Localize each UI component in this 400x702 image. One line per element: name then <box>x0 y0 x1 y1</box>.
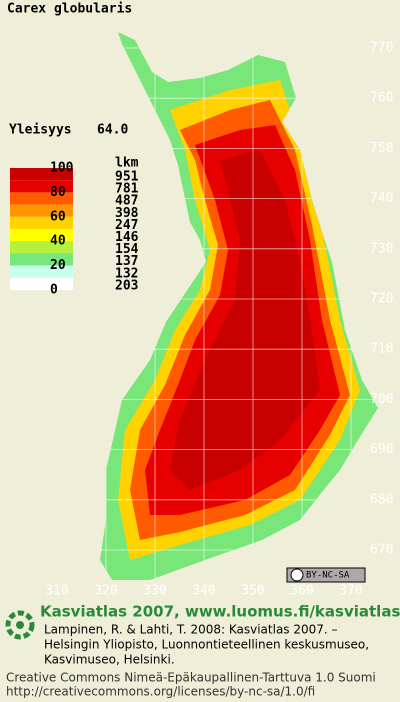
legend-count: 247 <box>115 218 138 233</box>
legend-count: 154 <box>115 242 139 257</box>
legend-swatch <box>10 204 73 217</box>
y-tick-label: 750 <box>370 141 393 156</box>
x-tick-label: 340 <box>192 584 215 599</box>
legend-swatch <box>10 192 73 205</box>
legend-swatch <box>10 241 73 254</box>
x-tick-label: 360 <box>290 584 313 599</box>
footer-title: Kasviatlas 2007, www.luomus.fi/kasviatla… <box>40 603 400 621</box>
species-title: Carex globularis <box>7 2 132 17</box>
legend-level: 0 <box>50 283 58 298</box>
legend-swatch <box>10 265 73 278</box>
legend-count: 137 <box>115 254 138 269</box>
legend-count: 132 <box>115 266 138 281</box>
legend-count: 146 <box>115 230 139 245</box>
legend-level: 60 <box>50 209 66 224</box>
y-tick-label: 700 <box>370 392 393 407</box>
frequency-label: Yleisyys <box>9 123 72 138</box>
badge-box <box>286 567 366 583</box>
y-tick-label: 740 <box>370 191 393 206</box>
legend-level: 80 <box>50 185 66 200</box>
x-tick-label: 310 <box>45 584 68 599</box>
legend-swatch <box>10 216 73 229</box>
legend-level: 40 <box>50 234 66 249</box>
legend-swatch <box>10 168 73 181</box>
y-tick-label: 710 <box>370 342 393 357</box>
x-tick-label: 330 <box>143 584 166 599</box>
badge-text: BY-NC-SA <box>306 571 350 581</box>
citation-line: Kasvimuseo, Helsinki. <box>44 653 175 667</box>
frequency-value: 64.0 <box>97 123 128 138</box>
y-tick-label: 760 <box>370 91 393 106</box>
legend-count: 781 <box>115 182 139 197</box>
legend-level: 100 <box>50 161 74 176</box>
y-tick-label: 770 <box>370 41 393 56</box>
legend-swatch <box>10 180 73 193</box>
cc-badge: BY-NC-SA <box>286 567 366 583</box>
y-tick-label: 730 <box>370 241 393 256</box>
x-tick-label: 370 <box>339 584 362 599</box>
legend-swatch <box>10 229 73 242</box>
y-tick-label: 720 <box>370 292 393 307</box>
count-header: lkm <box>115 156 139 171</box>
license-line: Creative Commons Nimeä-Epäkaupallinen-Ta… <box>6 671 376 685</box>
legend-count: 398 <box>115 206 139 221</box>
x-tick-label: 320 <box>94 584 117 599</box>
cc-icon <box>290 568 304 582</box>
legend-swatch <box>10 253 73 266</box>
legend-count: 951 <box>115 170 139 185</box>
legend-count: 203 <box>115 278 138 293</box>
citation-line: Helsingin Yliopisto, Luonnontieteellinen… <box>44 638 369 652</box>
legend-level: 20 <box>50 258 66 273</box>
y-tick-label: 680 <box>370 492 393 507</box>
legend-count: 487 <box>115 194 138 209</box>
license-line: http://creativecommons.org/licenses/by-n… <box>6 685 315 699</box>
logo-swirl <box>5 610 35 640</box>
x-tick-label: 350 <box>241 584 264 599</box>
logo-center <box>16 621 24 629</box>
y-tick-label: 670 <box>370 543 393 558</box>
logo <box>5 610 35 640</box>
legend-swatch <box>10 277 73 290</box>
citation-line: Lampinen, R. & Lahti, T. 2008: Kasviatla… <box>44 623 338 637</box>
map-fill <box>170 150 320 490</box>
y-tick-label: 690 <box>370 442 393 457</box>
